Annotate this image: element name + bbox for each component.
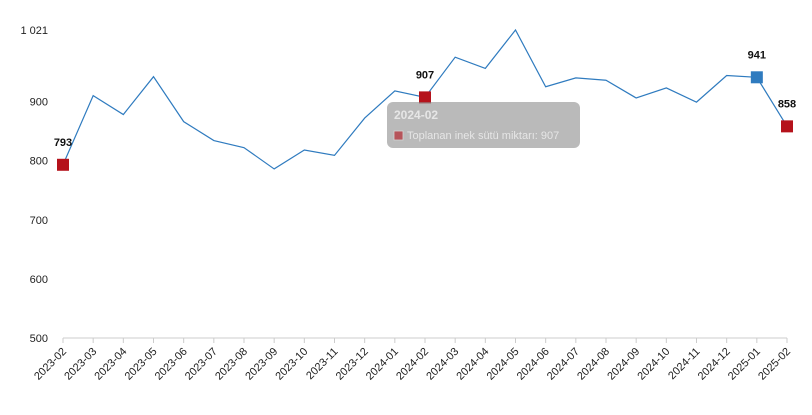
y-tick-label: 800 [30, 156, 48, 168]
data-label: 858 [778, 98, 796, 110]
highlight-marker[interactable] [419, 91, 431, 104]
x-tick-label: 2023-09 [243, 346, 280, 383]
x-tick-label: 2024-06 [515, 346, 552, 383]
highlight-marker[interactable] [781, 120, 793, 133]
y-tick-label: 900 [30, 97, 48, 109]
x-tick-label: 2024-01 [364, 346, 401, 383]
x-axis: 2023-022023-032023-042023-052023-062023-… [32, 337, 793, 383]
data-label: 907 [416, 69, 434, 81]
x-tick-label: 2024-08 [575, 346, 612, 383]
data-label: 941 [748, 49, 766, 61]
x-tick-label: 2024-04 [454, 346, 491, 383]
y-tick-label: 500 [30, 333, 48, 345]
y-tick-label: 1 021 [20, 25, 48, 37]
x-tick-label: 2024-09 [605, 346, 642, 383]
x-tick-label: 2023-06 [153, 346, 190, 383]
x-tick-label: 2023-10 [273, 346, 310, 383]
tooltip-box [387, 102, 580, 148]
x-tick-label: 2023-02 [32, 346, 69, 383]
highlight-marker[interactable] [57, 158, 69, 171]
y-tick-label: 600 [30, 274, 48, 286]
x-tick-label: 2024-05 [485, 346, 522, 383]
x-tick-label: 2025-02 [756, 346, 793, 383]
x-tick-label: 2024-12 [696, 346, 733, 383]
x-tick-label: 2023-03 [62, 346, 99, 383]
tooltip-swatch [393, 130, 404, 141]
x-tick-label: 2023-05 [123, 346, 160, 383]
y-axis: 500 600 700 800 900 1 021 [20, 25, 48, 345]
y-tick-label: 700 [30, 215, 48, 227]
data-label: 793 [54, 137, 72, 149]
x-tick-label: 2024-07 [545, 346, 582, 383]
x-tick-label: 2023-04 [92, 346, 129, 383]
x-tick-label: 2023-08 [213, 346, 250, 383]
x-tick-label: 2024-03 [424, 346, 461, 383]
tooltip-title: 2024-02 [394, 108, 438, 122]
tooltip-text: Toplanan inek sütü miktarı: 907 [407, 130, 559, 142]
highlight-markers: 793 907 941 858 [54, 49, 796, 171]
x-tick-label: 2025-01 [726, 346, 763, 383]
x-tick-label: 2023-07 [183, 346, 220, 383]
x-tick-label: 2024-10 [635, 346, 672, 383]
highlight-marker[interactable] [750, 71, 763, 84]
x-tick-label: 2023-12 [334, 346, 371, 383]
x-tick-label: 2024-02 [394, 346, 431, 383]
tooltip: 2024-02 Toplanan inek sütü miktarı: 907 [387, 102, 580, 148]
